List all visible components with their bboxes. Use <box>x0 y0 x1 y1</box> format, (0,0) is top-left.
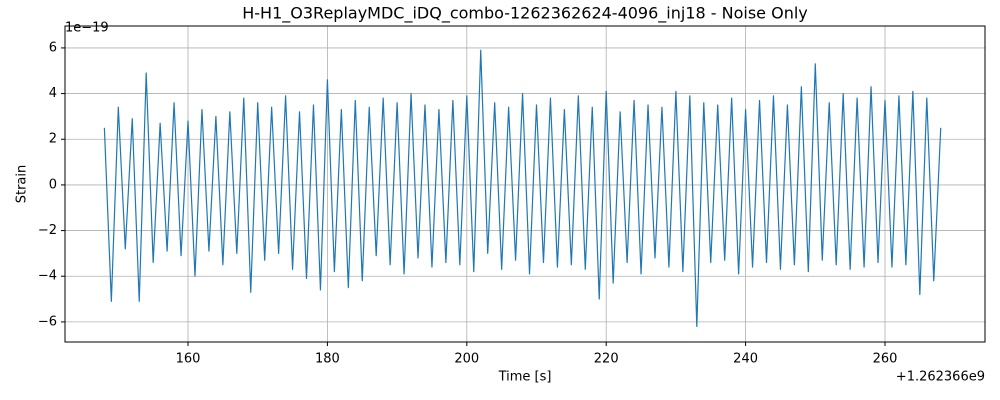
y-tick-label: −2 <box>38 223 57 238</box>
x-tick-label: 260 <box>873 352 898 367</box>
x-axis-label: Time [s] <box>498 370 552 385</box>
y-tick-label: 0 <box>49 177 57 192</box>
y-tick-label: −6 <box>38 314 57 329</box>
x-offset-label: +1.262366e9 <box>896 370 985 385</box>
y-tick-label: 2 <box>49 132 57 147</box>
y-axis-label: Strain <box>15 165 30 204</box>
y-tick-label: 6 <box>49 40 57 55</box>
x-tick-label: 200 <box>454 352 479 367</box>
x-tick-label: 160 <box>176 352 201 367</box>
y-tick-label: −4 <box>38 269 57 284</box>
y-offset-label: 1e−19 <box>65 21 109 36</box>
plot-frame <box>64 25 986 343</box>
data-line <box>103 49 942 328</box>
x-tick-label: 180 <box>315 352 340 367</box>
x-tick-label: 220 <box>594 352 619 367</box>
x-tick-label: 240 <box>733 352 758 367</box>
chart-title: H-H1_O3ReplayMDC_iDQ_combo-1262362624-40… <box>242 4 808 24</box>
y-tick-label: 4 <box>49 86 57 101</box>
